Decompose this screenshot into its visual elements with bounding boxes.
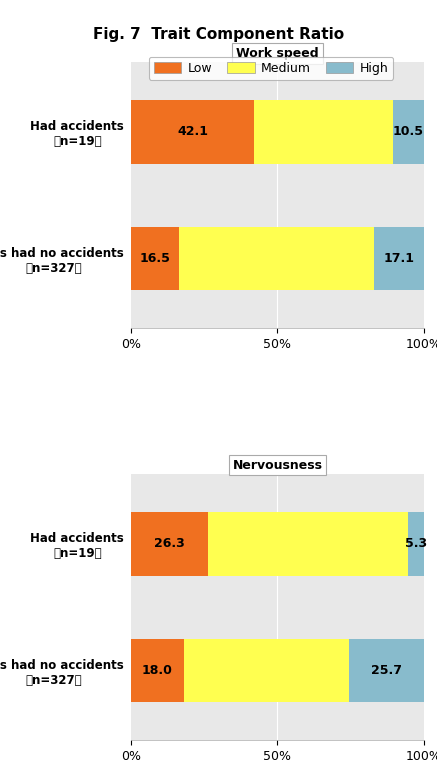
Bar — [254, 100, 393, 164]
Text: 5.3: 5.3 — [405, 538, 427, 551]
Text: 10.5: 10.5 — [393, 125, 424, 139]
Text: 26.3: 26.3 — [154, 538, 185, 551]
Text: 16.5: 16.5 — [140, 252, 171, 265]
Bar — [131, 639, 184, 702]
Text: Fig. 7  Trait Component Ratio: Fig. 7 Trait Component Ratio — [93, 27, 344, 42]
Bar — [131, 227, 180, 290]
Bar — [408, 513, 424, 576]
Bar — [131, 513, 208, 576]
Text: 17.1: 17.1 — [383, 252, 414, 265]
Text: 42.1: 42.1 — [177, 125, 208, 139]
Title: Work speed: Work speed — [236, 47, 319, 60]
Text: 18.0: 18.0 — [142, 664, 173, 677]
Bar — [131, 100, 254, 164]
Bar — [393, 100, 424, 164]
Bar — [184, 639, 349, 702]
Bar — [180, 227, 374, 290]
Bar — [374, 227, 424, 290]
Bar — [349, 639, 424, 702]
Title: Nervousness: Nervousness — [232, 459, 323, 472]
Legend: Low, Medium, High: Low, Medium, High — [149, 57, 393, 80]
Text: 25.7: 25.7 — [371, 664, 402, 677]
Bar — [208, 513, 408, 576]
